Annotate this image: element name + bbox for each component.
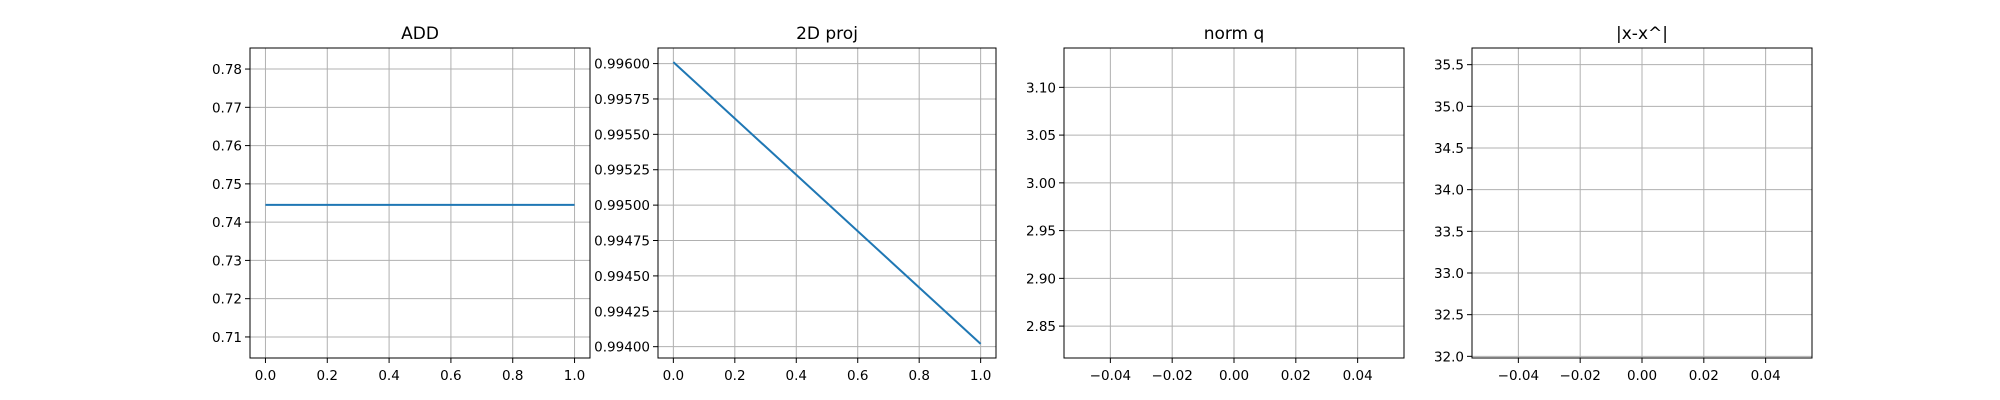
y-tick-label: 35.0 xyxy=(1434,99,1464,115)
y-tick-label: 2.90 xyxy=(1026,271,1056,287)
y-tick-label: 34.0 xyxy=(1434,183,1464,199)
y-tick-label: 0.99550 xyxy=(594,127,650,143)
y-tick-label: 0.99575 xyxy=(594,92,650,108)
y-tick-label: 0.75 xyxy=(212,177,242,193)
y-tick-label: 0.73 xyxy=(212,253,242,269)
x-tick-label: 1.0 xyxy=(970,368,991,384)
subplot-2: 0.0 0.2 0.4 0.6 0.8 1.0 0.99400 0.99425 0.99450 0… xyxy=(594,24,997,384)
y-tick-label: 3.00 xyxy=(1026,176,1056,192)
x-tick-label: 0.2 xyxy=(724,368,745,384)
x-tick-label: 0.02 xyxy=(1689,368,1719,384)
x-tick-label: −0.02 xyxy=(1151,368,1192,384)
y-tick-label: 0.99400 xyxy=(594,340,650,356)
subplot-1: 0.0 0.2 0.4 0.6 0.8 1.0 0.71 0.72 0.73 0.74 0.75 0.… xyxy=(212,24,591,384)
subplot-3: −0.04 −0.02 0.00 0.02 0.04 2.85 2.90 2.95 3.00 3.… xyxy=(1026,24,1405,384)
y-tick-label: 3.05 xyxy=(1026,128,1056,144)
x-tick-label: −0.04 xyxy=(1498,368,1539,384)
y-tick-label: 0.77 xyxy=(212,100,242,116)
y-tick-label: 2.95 xyxy=(1026,224,1056,240)
x-tick-label: −0.02 xyxy=(1559,368,1600,384)
x-tick-label: −0.04 xyxy=(1090,368,1131,384)
x-tick-label: 0.0 xyxy=(255,368,276,384)
x-tick-label: 0.00 xyxy=(1627,368,1657,384)
y-tick-label: 33.5 xyxy=(1434,224,1464,240)
y-tick-label: 3.10 xyxy=(1026,80,1056,96)
y-tick-label: 0.74 xyxy=(212,215,242,231)
x-tick-label: 0.4 xyxy=(786,368,807,384)
subplot-title: 2D proj xyxy=(796,24,858,44)
y-tick-label: 0.78 xyxy=(212,62,242,78)
x-tick-label: 0.0 xyxy=(663,368,684,384)
x-tick-label: 0.4 xyxy=(378,368,399,384)
y-tick-label: 0.76 xyxy=(212,139,242,155)
x-tick-label: 0.8 xyxy=(908,368,929,384)
x-tick-label: 0.6 xyxy=(440,368,461,384)
y-tick-label: 0.99450 xyxy=(594,269,650,285)
y-tick-label: 32.0 xyxy=(1434,349,1464,365)
axes-frame xyxy=(249,47,591,359)
x-tick-label: 0.2 xyxy=(317,368,338,384)
x-tick-label: 0.00 xyxy=(1219,368,1249,384)
y-tick-label: 0.72 xyxy=(212,292,242,308)
subplot-4: −0.04 −0.02 0.00 0.02 0.04 32.0 32.5 33.0 33.5 34… xyxy=(1434,24,1813,384)
axes-frame xyxy=(657,47,997,359)
y-tick-label: 0.99475 xyxy=(594,234,650,250)
y-tick-label: 2.85 xyxy=(1026,319,1056,335)
series-line xyxy=(672,61,982,345)
x-tick-label: 0.04 xyxy=(1751,368,1781,384)
y-tick-label: 0.99425 xyxy=(594,304,650,320)
subplot-title: norm q xyxy=(1204,24,1265,44)
subplot-title: ADD xyxy=(401,24,439,44)
y-tick-label: 0.99600 xyxy=(594,57,650,73)
x-tick-label: 0.6 xyxy=(847,368,868,384)
x-tick-label: 0.8 xyxy=(502,368,523,384)
y-tick-label: 0.99525 xyxy=(594,163,650,179)
x-tick-label: 1.0 xyxy=(564,368,585,384)
y-tick-label: 33.0 xyxy=(1434,266,1464,282)
y-tick-label: 0.71 xyxy=(212,330,242,346)
y-tick-label: 32.5 xyxy=(1434,308,1464,324)
x-tick-label: 0.04 xyxy=(1343,368,1373,384)
y-tick-label: 0.99500 xyxy=(594,198,650,214)
y-tick-label: 34.5 xyxy=(1434,141,1464,157)
subplot-title: |x-x^| xyxy=(1616,24,1668,44)
y-tick-label: 35.5 xyxy=(1434,58,1464,74)
x-tick-label: 0.02 xyxy=(1281,368,1311,384)
